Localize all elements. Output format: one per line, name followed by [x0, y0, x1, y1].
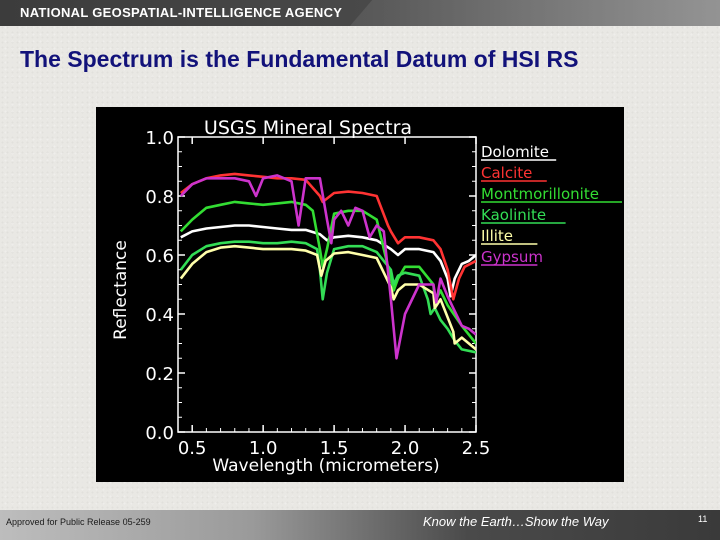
y-tick-label: 0.8: [145, 187, 174, 208]
x-tick-label: 1.5: [320, 438, 349, 459]
y-tick-label: 1.0: [145, 128, 174, 149]
page-number: 11: [698, 514, 708, 524]
y-tick-label: 0.0: [145, 423, 174, 444]
series-line-illite: [179, 244, 476, 351]
plot-layer: 0.0 0.2 0.4 0.6 0.8 1.0 0.5 1.0 1.5 2.0 2.5 Dolomit…: [145, 128, 622, 459]
y-tick-label: 0.4: [145, 305, 174, 326]
y-tick-label: 0.2: [145, 364, 174, 385]
legend-label-montmorillonite: Montmorillonite: [481, 185, 599, 203]
legend-label-dolomite: Dolomite: [481, 143, 549, 161]
legend-label-gypsum: Gypsum: [481, 248, 543, 266]
series-line-gypsum: [179, 174, 476, 360]
legend-label-calcite: Calcite: [481, 164, 532, 182]
spectra-chart: USGS Mineral Spectra Reflectance Wavelen…: [96, 107, 624, 482]
slide-title: The Spectrum is the Fundamental Datum of…: [20, 46, 579, 72]
x-tick-label: 0.5: [178, 438, 207, 459]
slogan: Know the Earth…Show the Way: [423, 514, 609, 529]
series-line-calcite: [180, 172, 476, 301]
y-axis-label: Reflectance: [111, 240, 131, 340]
header-bar: [0, 0, 720, 26]
chart-title: USGS Mineral Spectra: [204, 117, 412, 139]
legend-label-kaolinite: Kaolinite: [481, 206, 546, 224]
chart-svg: USGS Mineral Spectra Reflectance Wavelen…: [111, 117, 622, 476]
header-accent: [350, 0, 720, 26]
x-tick-label: 2.0: [391, 438, 420, 459]
y-tick-label: 0.6: [145, 246, 174, 267]
series-line-dolomite: [180, 224, 476, 298]
x-tick-label: 2.5: [462, 438, 491, 459]
x-tick-label: 1.0: [249, 438, 278, 459]
legend-label-illite: Illite: [481, 227, 513, 245]
release-note: Approved for Public Release 05-259: [6, 517, 151, 527]
agency-name: NATIONAL GEOSPATIAL-INTELLIGENCE AGENCY: [20, 5, 343, 20]
footer-bar: [0, 510, 720, 540]
x-axis-label: Wavelength (micrometers): [212, 456, 439, 476]
